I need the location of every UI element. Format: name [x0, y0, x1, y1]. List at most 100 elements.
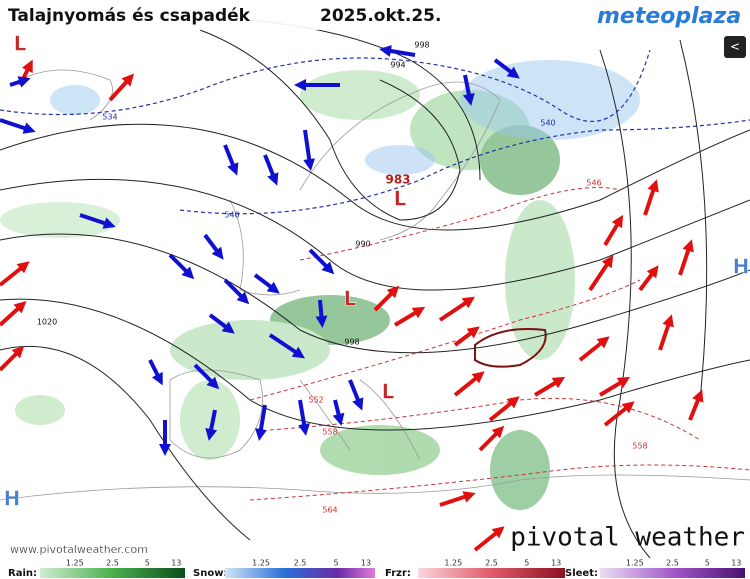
- legend-tick: 2.5: [106, 559, 119, 568]
- pressure-center: L: [394, 187, 407, 211]
- brand: pivotal weather: [510, 523, 745, 553]
- legend-tick: 13: [361, 559, 371, 568]
- legend-tick: 5: [524, 559, 529, 568]
- wind-arrow: [223, 144, 239, 176]
- wind-arrow: [168, 253, 195, 280]
- legend-tick: 13: [171, 559, 181, 568]
- isobar-label: 1020: [37, 318, 57, 327]
- wind-arrow: [79, 213, 116, 229]
- legend-tick: 2.5: [485, 559, 498, 568]
- wind-arrow: [303, 129, 316, 171]
- wind-arrow: [268, 333, 305, 359]
- wind-arrow: [205, 409, 218, 441]
- wind-arrow: [255, 404, 267, 441]
- wind-arrow: [533, 376, 566, 397]
- logo[interactable]: meteoplaza: [597, 4, 741, 29]
- wind-arrow: [438, 296, 475, 322]
- legend-tick: 1.25: [66, 559, 84, 568]
- wind-arrow: [0, 261, 30, 287]
- wind-arrow: [108, 73, 135, 102]
- pressure-center: L: [14, 32, 27, 56]
- isobar-label: 983: [385, 173, 410, 187]
- wind-arrow: [0, 345, 25, 372]
- wind-arrow: [578, 336, 610, 362]
- wind-arrow: [253, 273, 280, 294]
- thickness-label: 540: [224, 211, 239, 220]
- isobar-label: 990: [355, 240, 370, 249]
- wind-arrow: [453, 371, 485, 397]
- wind-arrow: [658, 314, 674, 351]
- wind-arrow: [223, 278, 250, 305]
- wind-arrow: [9, 76, 31, 88]
- pressure-center: H: [4, 487, 21, 511]
- isobar-label: 998: [344, 338, 359, 347]
- legend-color-bar: [418, 568, 565, 578]
- wind-arrow: [348, 379, 364, 411]
- legend-tick: 5: [705, 559, 710, 568]
- wind-arrow: [478, 425, 505, 452]
- wind-arrow: [638, 265, 659, 292]
- wind-arrow: [0, 118, 36, 134]
- thickness-label: 540: [540, 119, 555, 128]
- thickness-lines: [0, 49, 750, 501]
- wind-arrow: [439, 491, 476, 507]
- isobars: [0, 19, 750, 559]
- map-date: 2025.okt.25.: [320, 6, 441, 26]
- legend-tick: 13: [551, 559, 561, 568]
- wind-arrow: [688, 389, 704, 421]
- thickness-label: 546: [586, 179, 601, 188]
- legend-tick: 13: [731, 559, 741, 568]
- share-button[interactable]: [724, 36, 746, 58]
- thickness-label: 558: [632, 442, 647, 451]
- wind-arrow: [263, 154, 279, 186]
- wind-arrow: [148, 359, 163, 386]
- isobar-label: 998: [414, 41, 429, 50]
- thickness-label: 558: [322, 428, 337, 437]
- legend-tick: 2.5: [666, 559, 679, 568]
- legend-tick: 5: [145, 559, 150, 568]
- wind-arrow: [332, 399, 345, 426]
- wind-arrow: [208, 313, 235, 334]
- wind-arrow: [488, 396, 520, 422]
- wind-arrow: [588, 255, 614, 292]
- legend-color-bar: [600, 568, 745, 578]
- pressure-center: H: [733, 255, 750, 279]
- wind-arrow: [453, 326, 480, 347]
- thickness-label: 564: [322, 506, 337, 515]
- wind-arrow: [598, 376, 631, 397]
- wind-arrow: [473, 526, 505, 552]
- precipitation: [0, 70, 575, 510]
- wind-arrow: [315, 299, 328, 328]
- legend-tick: 1.25: [626, 559, 644, 568]
- wind-arrow: [203, 233, 224, 260]
- legend-label: Rain:: [8, 568, 37, 579]
- wind-arrow: [379, 45, 416, 57]
- wind-arrow: [643, 179, 659, 216]
- thickness-label: 552: [308, 396, 323, 405]
- legend-label: Snow:: [193, 568, 227, 579]
- legend-tick: 2.5: [294, 559, 307, 568]
- watermark: www.pivotalweather.com: [10, 543, 148, 556]
- wind-arrow: [308, 248, 335, 275]
- wind-arrow: [373, 285, 400, 312]
- wind-arrow: [393, 306, 426, 327]
- isobar-label: 994: [390, 61, 405, 70]
- legend-color-bar: [40, 568, 185, 578]
- wind-arrow: [0, 300, 27, 327]
- legend-label: Sleet:: [565, 568, 598, 579]
- wind-arrow: [298, 399, 310, 436]
- title-bar: [0, 0, 465, 30]
- wind-arrow: [603, 214, 624, 247]
- wind-arrow: [603, 401, 635, 427]
- legend-color-bar: [225, 568, 375, 578]
- pressure-center: L: [382, 380, 395, 404]
- legend-tick: 1.25: [252, 559, 270, 568]
- legend-tick: 5: [333, 559, 338, 568]
- wind-arrow: [193, 363, 220, 390]
- map-title: Talajnyomás és csapadék: [8, 6, 251, 26]
- legend-tick: 1.25: [444, 559, 462, 568]
- share-icon[interactable]: <: [730, 40, 740, 54]
- wind-arrow: [678, 239, 694, 276]
- legend-label: Frzr:: [385, 568, 411, 579]
